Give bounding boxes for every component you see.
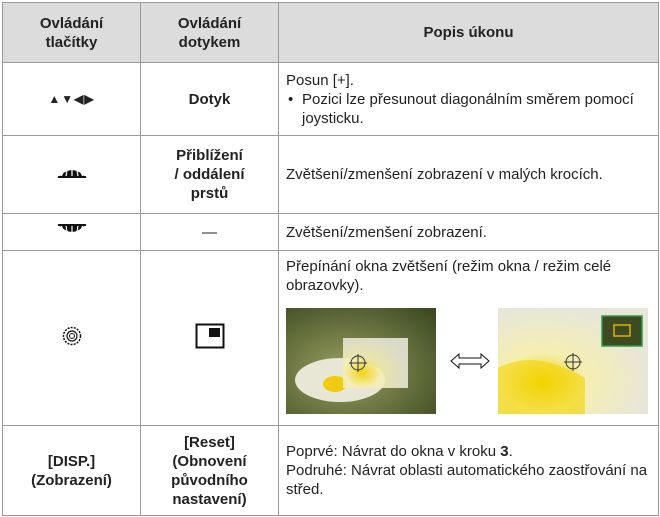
paragraph: Poprvé: Návrat do okna v kroku 3. [286,442,650,461]
row: Přiblížení / oddálení prstů Zvětšení/zmenš… [2,135,659,214]
row: — Zvětšení/zmenšení zobrazení. [2,213,659,251]
cell: Zvětšení/zmenšení zobrazení v malých kro… [278,135,659,214]
header-row: Ovládání tlačítky Ovládání dotykem Popis ú… [2,2,659,63]
text: 3 [500,443,509,460]
text: — [202,223,217,241]
text: (Obnovení [172,452,247,470]
text: . [508,443,513,460]
text: (Zobrazení) [31,471,112,489]
text: dotykem [178,33,241,51]
text: / oddálení [174,166,245,183]
header-cell: Popis úkonu [278,2,659,63]
window-icon [195,323,224,348]
header-cell: Ovládání tlačítky [2,2,141,63]
row: ▲▼◀▶ Dotyk Posun [+]. • Pozici lze přesuno… [2,62,659,136]
cell [2,213,141,251]
cell: — [140,213,279,251]
cell: [DISP.] (Zobrazení) [2,425,141,516]
dial-icon [57,223,86,235]
text: původního [171,471,248,489]
cell: ▲▼◀▶ [2,62,141,136]
cell: Dotyk [140,62,279,136]
text: Popis úkonu [423,24,514,41]
text: Poprvé: Návrat do okna v kroku [286,443,501,460]
cell: Přiblížení / oddálení prstů [140,135,279,214]
cell: Poprvé: Návrat do okna v kroku 3. Podruhé… [278,425,659,516]
text: Zvětšení/zmenšení zobrazení. [286,223,487,241]
text: Přepínání okna zvětšení (režim okna / re… [286,258,612,294]
text: prstů [190,185,229,202]
cell: Zvětšení/zmenšení zobrazení. [278,213,659,251]
text: tlačítky [45,33,98,51]
bullet-item: • Pozici lze přesunout diagonálním směrem… [286,90,650,128]
text: Přiblížení [176,147,243,164]
control-dial-icon [62,326,81,345]
text: Pozici lze přesunout diagonálním směrem … [302,90,634,127]
header-cell: Ovládání dotykem [140,2,279,63]
illustration [286,308,648,414]
text: [Reset] [184,433,235,451]
text: Ovládání [177,14,242,32]
text: Dotyk [188,90,231,108]
cell [140,250,279,426]
dial-icon [57,167,86,178]
cell: Přepínání okna zvětšení (režim okna / re… [278,250,659,426]
cell: Posun [+]. • Pozici lze přesunout diagonál… [278,62,659,136]
cell [2,135,141,214]
text: [DISP.] [47,452,96,470]
cell [2,250,141,426]
text: Posun [+]. [286,71,354,89]
text: nastavení) [172,490,247,508]
text: ▲▼◀▶ [48,92,95,106]
text: Ovládání [39,14,104,32]
text: Zvětšení/zmenšení zobrazení v malých kro… [286,166,603,183]
row: Přepínání okna zvětšení (režim okna / re… [2,250,659,426]
row: [DISP.] (Zobrazení) [Reset] (Obnovení původ… [2,425,659,516]
cell: [Reset] (Obnovení původního nastavení) [140,425,279,516]
text: Podruhé: Návrat oblasti automatického za… [286,462,648,498]
